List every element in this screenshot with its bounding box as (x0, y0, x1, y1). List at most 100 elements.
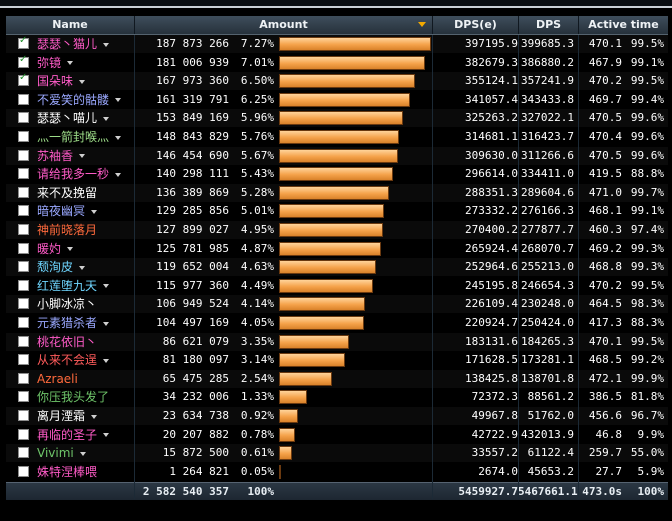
amount-percent: 0.05% (240, 464, 274, 478)
row-checkbox[interactable] (18, 149, 29, 161)
table-row[interactable]: Vivimi 15 872 500 0.61% 33557.2 61122.4 259.7… (6, 444, 668, 463)
row-checkbox[interactable] (18, 391, 29, 403)
table-row[interactable]: 暖妁 125 781 985 4.87% 265924.4 268070.7 469.2 9… (6, 239, 668, 258)
chevron-down-icon[interactable] (91, 414, 98, 419)
chevron-down-icon[interactable] (79, 265, 86, 270)
active-time-percent: 99.5% (630, 278, 664, 292)
chevron-down-icon[interactable] (115, 98, 122, 103)
total-amount: 2 582 540 357 (142, 485, 229, 499)
row-checkbox[interactable] (18, 112, 29, 124)
dps-value: 311266.6 (521, 148, 574, 162)
chevron-down-icon[interactable] (103, 42, 110, 47)
amount-bar (279, 204, 384, 219)
chevron-down-icon[interactable] (103, 284, 110, 289)
dpse-value: 183131.6 (465, 334, 518, 348)
table-row[interactable]: 瑟瑟丶喵儿 153 849 169 5.96% 325263.2 327022.1 470… (6, 109, 668, 128)
row-checkbox[interactable] (18, 428, 29, 440)
row-checkbox[interactable] (18, 372, 29, 384)
chevron-down-icon[interactable] (67, 247, 74, 252)
row-checkbox[interactable] (18, 93, 29, 105)
table-row[interactable]: 神前晓落月 127 899 027 4.95% 270400.2 277877.7 460… (6, 221, 668, 239)
active-time-percent: 99.4% (630, 92, 664, 106)
row-checkbox[interactable] (18, 54, 29, 68)
player-name-label: 离月湮霜 (37, 409, 86, 423)
table-row[interactable]: 再临的圣子 20 207 882 0.78% 42722.9 432013.9 46.8 9… (6, 425, 668, 444)
table-row[interactable]: 来不及挽留 136 389 869 5.28% 288351.3 289604.6 471… (6, 183, 668, 202)
row-checkbox[interactable] (18, 261, 29, 273)
col-header-amount[interactable]: Amount (134, 16, 432, 34)
player-name: 从来不会逞 (37, 351, 110, 369)
row-checkbox[interactable] (18, 279, 29, 291)
row-checkbox[interactable] (18, 205, 29, 217)
row-checkbox[interactable] (18, 410, 29, 421)
chevron-down-icon[interactable] (103, 321, 110, 326)
active-time-percent: 99.5% (630, 74, 664, 88)
table-row[interactable]: Azraeli 65 475 285 2.54% 138425.8 138701.8 47… (6, 369, 668, 388)
active-time-percent: 99.5% (630, 334, 664, 348)
row-checkbox[interactable] (18, 224, 29, 235)
player-name: 离月湮霜 (37, 407, 98, 425)
amount-bar (279, 130, 399, 144)
player-name-label: 颓洵皮 (37, 260, 74, 275)
col-header-dpse[interactable]: DPS(e) (432, 16, 518, 34)
chevron-down-icon[interactable] (103, 116, 110, 121)
active-time-percent: 81.8% (630, 390, 664, 404)
amount-value: 127 899 027 (156, 223, 229, 236)
chevron-down-icon[interactable] (103, 433, 110, 438)
row-checkbox[interactable] (18, 465, 29, 477)
table-row[interactable]: 灬一箭封喉灬 148 843 829 5.76% 314681.1 316423.7 47… (6, 128, 668, 146)
table-row[interactable]: 元素猎杀者 104 497 169 4.05% 220924.7 250424.0 417… (6, 314, 668, 332)
row-checkbox[interactable] (18, 298, 29, 310)
chevron-down-icon[interactable] (115, 172, 122, 177)
table-row[interactable]: 请给我多一秒 140 298 111 5.43% 296614.0 334411.0 41… (6, 165, 668, 184)
active-time-seconds: 470.5 (588, 111, 622, 125)
row-checkbox[interactable] (18, 186, 29, 198)
table-row[interactable]: 离月湮霜 23 634 738 0.92% 49967.8 51762.0 456.6 96… (6, 407, 668, 425)
table-row[interactable]: 小脚冰凉丶 106 949 524 4.14% 226109.4 230248.0 464… (6, 295, 668, 314)
table-row[interactable]: 桃花依旧丶 86 621 079 3.35% 183131.6 184265.3 470.… (6, 332, 668, 351)
row-checkbox[interactable] (18, 447, 29, 459)
chevron-down-icon[interactable] (103, 358, 110, 363)
row-checkbox[interactable] (18, 242, 29, 254)
column-divider (432, 35, 433, 500)
player-name: 灬一箭封喉灬 (37, 128, 122, 146)
active-time-percent: 99.7% (630, 185, 664, 199)
table-row[interactable]: 从来不会逞 81 180 097 3.14% 171628.5 173281.1 468.… (6, 351, 668, 370)
active-time-percent: 9.9% (637, 427, 665, 441)
table-row[interactable]: 姝特涅棒喂 1 264 821 0.05% 2674.0 45653.2 27.7 5.9% (6, 462, 668, 481)
player-name: 再临的圣子 (37, 426, 110, 444)
table-row[interactable]: 红莲堕九天 115 977 360 4.49% 245195.8 246654.3 470… (6, 276, 668, 295)
table-row[interactable]: 你压我头发了 34 232 006 1.33% 72372.3 88561.2 386.5… (6, 388, 668, 407)
table-row[interactable]: 颓洵皮 119 652 004 4.63% 252964.6 255213.0 468.8… (6, 258, 668, 277)
chevron-down-icon[interactable] (79, 451, 86, 456)
col-header-name[interactable]: Name (52, 18, 88, 31)
amount-bar (279, 446, 292, 461)
row-checkbox[interactable] (18, 317, 29, 328)
col-header-active-time[interactable]: Active time (578, 16, 668, 34)
row-checkbox[interactable] (18, 354, 29, 366)
chevron-down-icon[interactable] (115, 135, 122, 140)
row-checkbox[interactable] (18, 72, 29, 87)
chevron-down-icon[interactable] (79, 154, 86, 159)
chevron-down-icon[interactable] (91, 209, 98, 214)
dpse-value: 2674.0 (478, 464, 518, 478)
table-row[interactable]: 不爱笑的骷髅 161 319 791 6.25% 341057.4 343433.8 46… (6, 90, 668, 109)
amount-bar (279, 353, 345, 368)
amount-bar-track (279, 167, 431, 182)
dps-value: 255213.0 (521, 260, 574, 274)
table-row[interactable]: 暗夜幽冥 129 285 856 5.01% 273332.2 276166.3 468.… (6, 202, 668, 221)
chevron-down-icon[interactable] (79, 79, 86, 84)
row-checkbox[interactable] (18, 131, 29, 142)
table-row[interactable]: 苏袖香 146 454 690 5.67% 309630.0 311266.6 470.5… (6, 146, 668, 165)
row-checkbox[interactable] (18, 35, 29, 49)
row-checkbox[interactable] (18, 168, 29, 180)
col-header-dps[interactable]: DPS (518, 16, 578, 34)
player-name: 姝特涅棒喂 (37, 463, 97, 481)
row-checkbox[interactable] (18, 335, 29, 347)
amount-percent: 4.63% (240, 260, 274, 274)
dps-value: 268070.7 (521, 241, 574, 255)
chevron-down-icon[interactable] (67, 61, 74, 66)
